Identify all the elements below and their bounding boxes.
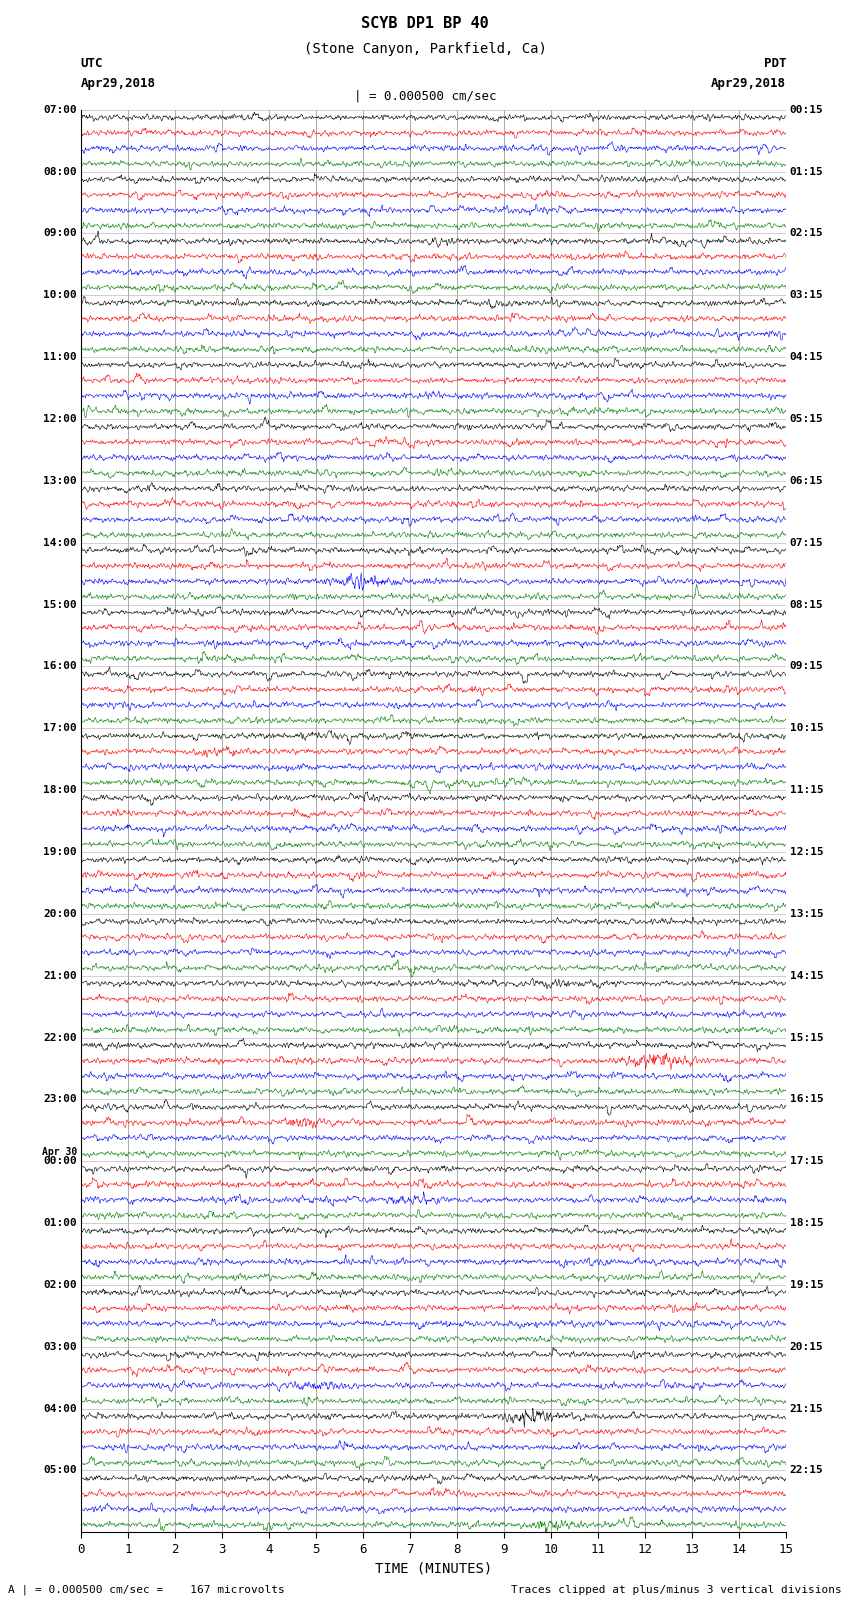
- Text: 17:15: 17:15: [790, 1157, 824, 1166]
- Text: 11:00: 11:00: [43, 352, 77, 361]
- Text: 00:00: 00:00: [43, 1157, 77, 1166]
- Text: 19:15: 19:15: [790, 1281, 824, 1290]
- Text: 20:00: 20:00: [43, 908, 77, 919]
- Text: UTC: UTC: [81, 56, 103, 69]
- Text: 12:00: 12:00: [43, 415, 77, 424]
- Text: 04:15: 04:15: [790, 352, 824, 361]
- Text: 12:15: 12:15: [790, 847, 824, 857]
- Text: 13:15: 13:15: [790, 908, 824, 919]
- Text: 03:00: 03:00: [43, 1342, 77, 1352]
- Text: 16:00: 16:00: [43, 661, 77, 671]
- Text: 01:15: 01:15: [790, 166, 824, 176]
- Text: A | = 0.000500 cm/sec =    167 microvolts: A | = 0.000500 cm/sec = 167 microvolts: [8, 1584, 286, 1595]
- Text: 14:00: 14:00: [43, 537, 77, 548]
- Text: 07:15: 07:15: [790, 537, 824, 548]
- Text: 06:15: 06:15: [790, 476, 824, 486]
- Text: 13:00: 13:00: [43, 476, 77, 486]
- Text: 15:00: 15:00: [43, 600, 77, 610]
- Text: 20:15: 20:15: [790, 1342, 824, 1352]
- Text: 07:00: 07:00: [43, 105, 77, 115]
- Text: 22:15: 22:15: [790, 1466, 824, 1476]
- Text: 16:15: 16:15: [790, 1094, 824, 1105]
- Text: 01:00: 01:00: [43, 1218, 77, 1227]
- Text: SCYB DP1 BP 40: SCYB DP1 BP 40: [361, 16, 489, 31]
- Text: Apr29,2018: Apr29,2018: [81, 77, 156, 90]
- Text: 17:00: 17:00: [43, 723, 77, 734]
- Text: 23:00: 23:00: [43, 1094, 77, 1105]
- Text: 09:00: 09:00: [43, 229, 77, 239]
- Text: 11:15: 11:15: [790, 786, 824, 795]
- Text: 02:00: 02:00: [43, 1281, 77, 1290]
- Text: 19:00: 19:00: [43, 847, 77, 857]
- Text: 18:00: 18:00: [43, 786, 77, 795]
- Text: 21:00: 21:00: [43, 971, 77, 981]
- Text: 08:00: 08:00: [43, 166, 77, 176]
- Text: Apr29,2018: Apr29,2018: [711, 77, 786, 90]
- Text: 05:00: 05:00: [43, 1466, 77, 1476]
- Text: 10:00: 10:00: [43, 290, 77, 300]
- Text: PDT: PDT: [764, 56, 786, 69]
- Text: (Stone Canyon, Parkfield, Ca): (Stone Canyon, Parkfield, Ca): [303, 42, 547, 56]
- Text: 05:15: 05:15: [790, 415, 824, 424]
- Text: | = 0.000500 cm/sec: | = 0.000500 cm/sec: [354, 90, 496, 103]
- Text: 08:15: 08:15: [790, 600, 824, 610]
- Text: 02:15: 02:15: [790, 229, 824, 239]
- Text: 10:15: 10:15: [790, 723, 824, 734]
- Text: 00:15: 00:15: [790, 105, 824, 115]
- Text: Traces clipped at plus/minus 3 vertical divisions: Traces clipped at plus/minus 3 vertical …: [511, 1584, 842, 1595]
- Text: 14:15: 14:15: [790, 971, 824, 981]
- X-axis label: TIME (MINUTES): TIME (MINUTES): [375, 1561, 492, 1576]
- Text: 18:15: 18:15: [790, 1218, 824, 1227]
- Text: 15:15: 15:15: [790, 1032, 824, 1042]
- Text: 09:15: 09:15: [790, 661, 824, 671]
- Text: 22:00: 22:00: [43, 1032, 77, 1042]
- Text: Apr 30: Apr 30: [42, 1147, 77, 1157]
- Text: 04:00: 04:00: [43, 1403, 77, 1413]
- Text: 03:15: 03:15: [790, 290, 824, 300]
- Text: 21:15: 21:15: [790, 1403, 824, 1413]
